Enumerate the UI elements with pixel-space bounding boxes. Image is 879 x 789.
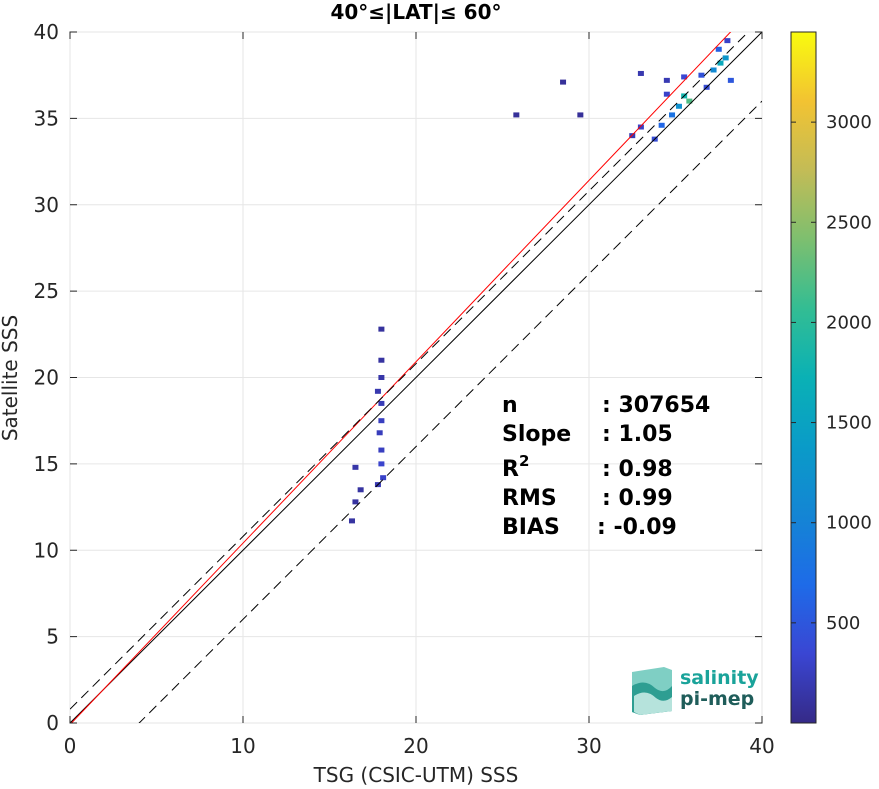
stat-slope-value: : 1.05 <box>602 422 673 447</box>
y-tick-label: 0 <box>46 711 59 735</box>
density-cell <box>727 77 734 83</box>
density-cell <box>722 55 729 61</box>
density-cell <box>724 38 731 44</box>
density-cell <box>663 91 670 97</box>
density-cell <box>357 487 364 493</box>
density-cell <box>686 98 693 104</box>
y-tick-label: 25 <box>34 279 59 303</box>
y-tick-label: 10 <box>34 538 59 562</box>
stat-r2-value: : 0.98 <box>602 457 673 482</box>
density-cell <box>675 103 682 109</box>
axis-ticks: 0 10 20 30 40 0 5 10 15 20 25 30 35 40 <box>34 20 775 758</box>
y-tick-label: 20 <box>34 366 59 390</box>
stat-r2-superscript: 2 <box>519 452 529 470</box>
density-cell <box>352 499 359 505</box>
reference-lines <box>70 32 762 723</box>
density-cell <box>658 122 665 128</box>
logo-line1: salinity <box>680 667 759 689</box>
colorbar-tick-label: 1000 <box>826 513 872 534</box>
chart-title: 40°≤|LAT|≤ 60° <box>330 0 501 24</box>
stat-n-label: n <box>502 393 518 418</box>
salinity-pi-mep-logo: salinity pi-mep <box>632 667 759 715</box>
stat-slope-label: Slope <box>502 422 571 447</box>
y-axis-label: Satellite SSS <box>0 315 22 441</box>
stat-n-value: : 307654 <box>602 393 710 418</box>
density-cell <box>378 461 385 467</box>
density-cell <box>378 357 385 363</box>
x-tick-label: 30 <box>576 734 601 758</box>
x-tick-label: 40 <box>749 734 774 758</box>
colorbar-tick-label: 500 <box>826 613 860 634</box>
colorbar-ticks: 500 1000 1500 2000 2500 3000 <box>791 112 872 634</box>
density-cell <box>663 77 670 83</box>
stat-rms-value: : 0.99 <box>602 486 673 511</box>
density-cell <box>577 112 584 118</box>
x-tick-label: 10 <box>230 734 255 758</box>
density-cell <box>560 79 567 85</box>
density-cell <box>717 60 724 66</box>
x-axis-label: TSG (CSIC-UTM) SSS <box>313 763 519 787</box>
density-cell <box>376 430 383 436</box>
density-cell <box>378 418 385 424</box>
y-tick-label: 35 <box>34 106 59 130</box>
y-tick-label: 15 <box>34 452 59 476</box>
density-cell <box>710 67 717 73</box>
density-cell <box>352 464 359 470</box>
logo-wave-icon <box>632 667 672 715</box>
x-tick-label: 0 <box>64 734 77 758</box>
logo-line2: pi-mep <box>680 688 754 710</box>
upper-bound-line <box>70 32 749 710</box>
stat-bias-value: : -0.09 <box>597 515 677 540</box>
density-cell <box>637 70 644 76</box>
density-cell <box>715 46 722 52</box>
stats-panel: n : 307654 Slope : 1.05 R2 : 0.98 RMS : … <box>502 393 710 540</box>
y-tick-label: 5 <box>46 625 59 649</box>
y-tick-label: 40 <box>34 20 59 44</box>
density-cell <box>380 475 387 481</box>
stat-bias-label: BIAS <box>502 515 560 540</box>
colorbar-tick-label: 3000 <box>826 112 872 133</box>
y-tick-label: 30 <box>34 193 59 217</box>
stat-r2-label: R2 <box>502 452 529 482</box>
colorbar-tick-label: 1500 <box>826 413 872 434</box>
colorbar <box>790 31 817 724</box>
density-cell <box>378 400 385 406</box>
density-cell <box>698 72 705 78</box>
density-cell <box>681 74 688 80</box>
lower-bound-line <box>138 100 762 723</box>
density-cell <box>378 375 385 380</box>
density-cell <box>637 124 644 130</box>
colorbar-tick-label: 2500 <box>826 212 872 233</box>
colorbar-tick-label: 2000 <box>826 312 872 333</box>
fit-line <box>70 32 732 723</box>
density-cell <box>374 388 381 394</box>
density-cell <box>669 112 676 118</box>
density-cell <box>513 112 520 118</box>
stat-rms-label: RMS <box>502 486 557 511</box>
stat-r2-letter: R <box>502 457 519 482</box>
density-cell <box>378 447 385 453</box>
density-cell <box>378 326 385 332</box>
identity-line <box>70 32 762 723</box>
x-tick-label: 20 <box>403 734 428 758</box>
density-cell <box>348 518 355 524</box>
